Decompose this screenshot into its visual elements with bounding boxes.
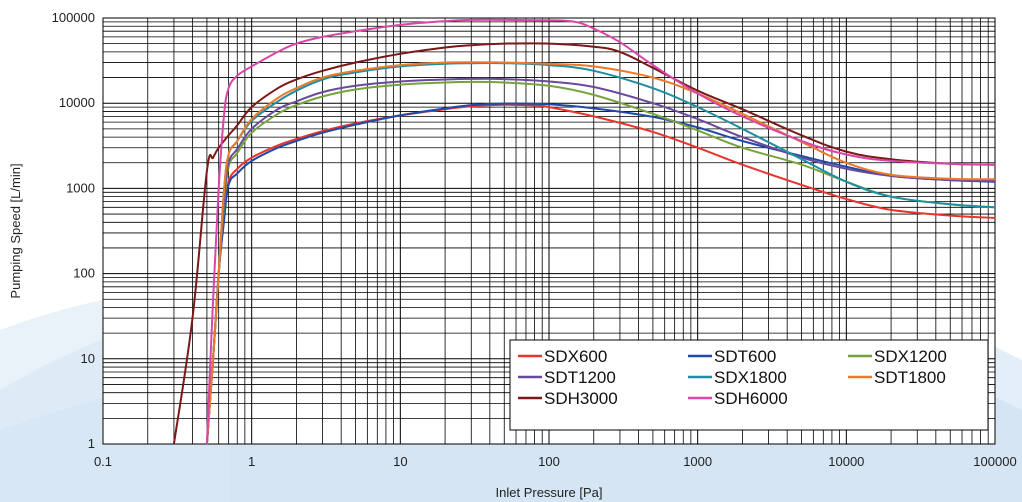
legend-label: SDT1800 xyxy=(874,368,946,387)
series-line-sdh3000 xyxy=(172,42,996,445)
y-tick-label: 100 xyxy=(73,266,95,281)
tick-labels: 0.1 1 10 100 1000 10000 100000 1 10 100 1000 10000 1… xyxy=(52,10,1017,469)
x-tick-label: 0.1 xyxy=(94,454,112,469)
series-line-sdt600 xyxy=(205,102,996,445)
x-tick-label: 1 xyxy=(248,454,255,469)
legend-label: SDH3000 xyxy=(544,389,618,408)
legend: SDX600 SDT600 SDX1200 SDT1200 SDX1800 SDT1800… xyxy=(509,339,989,431)
legend-label: SDH6000 xyxy=(714,389,788,408)
x-axis-title: Inlet Pressure [Pa] xyxy=(496,485,603,500)
legend-label: SDT1200 xyxy=(544,368,616,387)
x-tick-label: 1000 xyxy=(683,454,712,469)
x-tick-label: 10 xyxy=(393,454,407,469)
y-axis-title: Pumping Speed [L/min] xyxy=(8,163,23,298)
legend-label: SDT600 xyxy=(714,347,776,366)
legend-label: SDX1200 xyxy=(874,347,947,366)
legend-label: SDX1800 xyxy=(714,368,787,387)
series-line-sdh6000 xyxy=(205,18,996,445)
y-tick-label: 1 xyxy=(88,436,95,451)
y-tick-label: 100000 xyxy=(52,10,95,25)
x-tick-label: 10000 xyxy=(828,454,864,469)
x-tick-label: 100000 xyxy=(973,454,1016,469)
x-tick-label: 100 xyxy=(538,454,560,469)
y-tick-label: 1000 xyxy=(66,180,95,195)
series-layer xyxy=(172,18,996,445)
legend-box xyxy=(509,339,989,431)
y-tick-label: 10000 xyxy=(59,95,95,110)
y-tick-label: 10 xyxy=(81,351,95,366)
legend-label: SDX600 xyxy=(544,347,607,366)
